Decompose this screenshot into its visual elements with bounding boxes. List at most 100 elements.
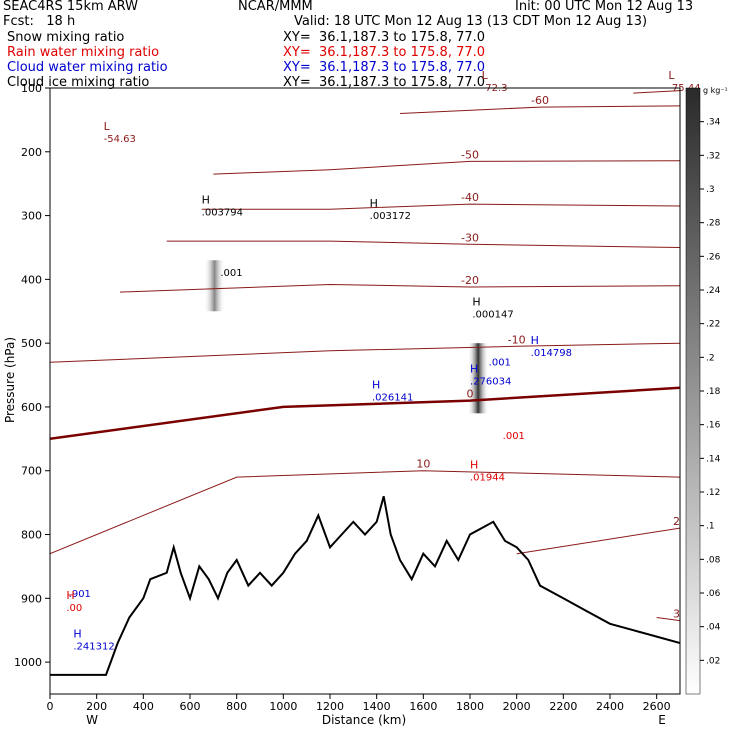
contour-line-0 (633, 90, 680, 94)
x-tick-label-3: 600 (180, 700, 201, 713)
ice-shading (467, 343, 489, 414)
center-title: NCAR/MMM (238, 0, 313, 14)
max-letter-2: H (472, 296, 480, 309)
contour-label-7: 0 (467, 388, 474, 401)
contour-label-10: 30 (673, 608, 687, 621)
max-letter-9: H (73, 627, 81, 640)
field-cloudice-xy: XY= 36.1,187.3 to 175.8, 77.0 (283, 75, 486, 90)
field-rain-label: Rain water mixing ratio (7, 45, 160, 60)
colorbar: .34 .32 .3 .28 .26 .24 .22 .2 .18 .16 .14 .12 .1 .08.… (685, 86, 728, 695)
x-tick-label-7: 1400 (363, 700, 391, 713)
contour-label-6: -10 (508, 333, 526, 346)
colorbar-tick-label-8: .18 (706, 387, 721, 397)
contour-label-1: -60 (531, 94, 549, 107)
contour-label-5: -20 (461, 274, 479, 287)
min-letter-1: L (482, 69, 489, 82)
min-letter-0: L (104, 120, 111, 133)
colorbar-tick-label-6: .22 (706, 320, 720, 330)
field-cloudwater-xy: XY= 36.1,187.3 to 175.8, 77.0 (283, 60, 486, 75)
x-tick-label-1: 200 (86, 700, 107, 713)
min-letter-2: L (668, 69, 675, 82)
field-cloudwater-label: Cloud water mixing ratio (7, 60, 168, 75)
contour-labels: H.003794H.003172H.000147.001H.026141H.27… (66, 69, 700, 652)
colorbar-tick-label-9: .16 (706, 421, 721, 431)
y-tick-label-3: 400 (21, 273, 42, 286)
max-value-7: .001 (489, 357, 511, 368)
temperature-contours: -70 -60 -50 -40 -30 -20 -10 0 10 20 30 (50, 78, 689, 622)
terrain-line (50, 496, 680, 676)
contour-label-9: 20 (673, 515, 687, 528)
y-tick-label-2: 300 (21, 210, 42, 223)
colorbar-ticks: .34 .32 .3 .28 .26 .24 .22 .2 .18 .16 .14 .12 .1 .08.… (700, 118, 721, 666)
contour-line-7 (50, 386, 680, 441)
colorbar-tick-label-5: .24 (706, 286, 721, 296)
contour-label-2: -50 (461, 148, 479, 161)
colorbar-tick-label-3: .28 (706, 219, 721, 229)
contour-line-2 (213, 160, 680, 175)
valid-time: Valid: 18 UTC Mon 12 Aug 13 (13 CDT Mon … (294, 14, 648, 29)
min-value-0: -54.63 (104, 134, 136, 145)
init-time: Init: 00 UTC Mon 12 Aug 13 (515, 0, 694, 14)
max-value-0: .003794 (202, 208, 243, 219)
colorbar-tick-label-14: .06 (706, 589, 721, 599)
mixing-ratio-shading (204, 260, 489, 414)
max-value-11: .001 (503, 431, 525, 442)
plot-frame (49, 87, 681, 695)
colorbar-tick-label-0: .34 (706, 118, 721, 128)
x-end-label-west: W (86, 713, 98, 727)
y-tick-label-7: 800 (21, 529, 42, 542)
contour-line-4 (166, 240, 680, 248)
contour-line-5 (119, 283, 680, 293)
colorbar-tick-label-4: .26 (706, 252, 721, 262)
x-tick-label-2: 400 (133, 700, 154, 713)
max-letter-6: H (531, 334, 539, 347)
contour-line-1 (399, 105, 680, 114)
colorbar-tick-label-11: .12 (706, 488, 720, 498)
field-rain-xy: XY= 36.1,187.3 to 175.8, 77.0 (283, 45, 486, 60)
terrain-layer (50, 496, 680, 676)
x-tick-label-13: 2600 (643, 700, 671, 713)
field-cloudice-label: Cloud ice mixing ratio (7, 75, 150, 90)
y-tick-label-6: 700 (21, 465, 42, 478)
colorbar-tick-label-10: .14 (706, 454, 721, 464)
model-title: SEAC4RS 15km ARW (3, 0, 139, 14)
y-tick-label-4: 500 (21, 337, 42, 350)
x-tick-label-12: 2400 (596, 700, 624, 713)
x-tick-label-0: 0 (47, 700, 54, 713)
max-letter-12: H (66, 589, 74, 602)
colorbar-tick-label-2: .3 (706, 185, 715, 195)
contour-line-6 (50, 342, 680, 363)
contour-label-0: -70 (671, 78, 689, 91)
colorbar-tick-label-16: .02 (706, 656, 720, 666)
y-tick-label-5: 600 (21, 401, 42, 414)
max-value-6: .014798 (531, 348, 572, 359)
x-tick-label-9: 1800 (456, 700, 484, 713)
max-value-2: .000147 (472, 310, 513, 321)
contour-line-10 (656, 617, 680, 622)
x-end-label-east: E (658, 713, 666, 727)
max-letter-0: H (202, 194, 210, 207)
colorbar-tick-label-1: .32 (706, 151, 720, 161)
min-value-1: -72.3 (482, 83, 508, 94)
y-tick-label-0: 100 (21, 82, 42, 95)
colorbar-tick-label-12: .1 (706, 522, 715, 532)
y-tick-label-1: 200 (21, 146, 42, 159)
max-letter-1: H (370, 197, 378, 210)
field-snow-xy: XY= 36.1,187.3 to 175.8, 77.0 (283, 30, 486, 45)
max-value-12: .00 (66, 603, 82, 614)
x-tick-label-5: 1000 (269, 700, 297, 713)
contour-label-8: 10 (416, 458, 430, 471)
min-value-2: -75.44 (668, 83, 700, 94)
max-value-10: .01944 (470, 472, 505, 483)
y-tick-label-8: 900 (21, 592, 42, 605)
max-value-9: .241312 (73, 641, 114, 652)
x-axis-label: Distance (km) (322, 713, 406, 727)
snow-shading (204, 260, 225, 312)
max-letter-5: H (470, 363, 478, 376)
max-letter-4: H (372, 379, 380, 392)
x-tick-label-8: 1600 (409, 700, 437, 713)
x-tick-label-11: 2200 (549, 700, 577, 713)
contour-label-4: -30 (461, 231, 479, 244)
x-tick-label-4: 800 (226, 700, 247, 713)
forecast-hour: Fcst: 18 h (3, 14, 76, 29)
